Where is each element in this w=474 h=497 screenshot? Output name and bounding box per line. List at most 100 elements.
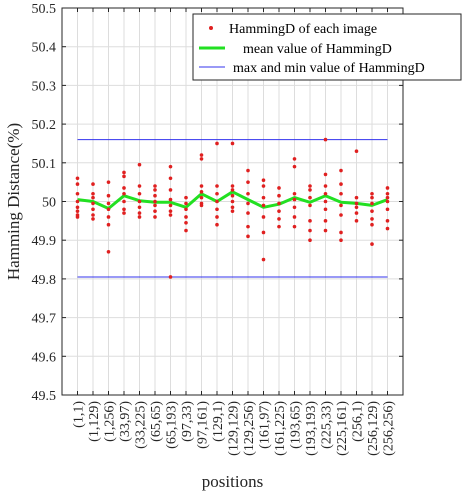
data-point xyxy=(385,186,390,190)
data-point xyxy=(106,250,111,254)
data-point xyxy=(75,176,80,181)
data-point xyxy=(339,182,343,186)
data-point xyxy=(292,191,297,196)
data-point xyxy=(106,215,111,219)
data-point xyxy=(277,209,281,213)
data-point xyxy=(246,168,250,173)
data-point xyxy=(184,201,188,206)
data-point xyxy=(308,219,312,223)
data-point xyxy=(153,203,157,208)
y-tick-label: 49.6 xyxy=(32,350,57,365)
mean-line-layer xyxy=(77,190,389,210)
data-point xyxy=(370,209,374,213)
data-point xyxy=(122,211,126,215)
data-point xyxy=(339,213,343,217)
data-point xyxy=(323,199,328,204)
data-point xyxy=(137,162,142,167)
data-point xyxy=(137,205,142,210)
data-point xyxy=(354,195,359,200)
data-point xyxy=(75,215,80,219)
data-point xyxy=(230,184,235,188)
data-point xyxy=(323,228,328,233)
data-point xyxy=(308,188,312,192)
data-point xyxy=(75,199,80,204)
legend-label-points: HammingD of each image xyxy=(229,22,377,37)
data-point xyxy=(370,242,374,246)
x-tick-label: (65,65) xyxy=(149,401,164,442)
data-point xyxy=(168,164,173,169)
data-point xyxy=(370,201,374,206)
data-point xyxy=(137,211,142,215)
data-point xyxy=(339,191,343,196)
legend-entry-points: HammingD of each image xyxy=(209,22,377,37)
data-point xyxy=(277,193,281,198)
data-point xyxy=(106,201,111,206)
data-point xyxy=(199,203,204,208)
data-point xyxy=(246,180,250,184)
data-point xyxy=(385,219,390,223)
data-point xyxy=(308,195,312,200)
x-tick-label: (225,161) xyxy=(335,401,350,456)
data-point xyxy=(199,157,204,161)
y-axis-label: Hamming Distance(%) xyxy=(4,123,23,280)
data-point xyxy=(385,195,390,200)
data-point xyxy=(230,188,235,192)
y-tick-label: 50.1 xyxy=(32,157,57,172)
data-point xyxy=(168,176,173,181)
data-point xyxy=(137,184,142,188)
data-point xyxy=(308,184,312,188)
data-point xyxy=(199,153,204,157)
data-point xyxy=(215,141,219,146)
data-point xyxy=(246,234,250,239)
data-point xyxy=(385,226,390,231)
x-tick-label: (225,33) xyxy=(320,401,335,449)
data-point xyxy=(199,195,204,200)
data-point xyxy=(339,203,343,208)
data-point xyxy=(323,137,328,142)
data-point xyxy=(75,205,80,210)
y-tick-label: 49.5 xyxy=(32,389,57,404)
data-point xyxy=(292,157,297,161)
data-point xyxy=(308,228,312,233)
x-tick-label: (1,1) xyxy=(72,401,87,428)
data-point xyxy=(184,228,188,233)
legend: HammingD of each image mean value of Ham… xyxy=(192,13,462,81)
data-point xyxy=(168,213,173,217)
data-point xyxy=(122,207,126,212)
data-point xyxy=(354,219,359,223)
data-point xyxy=(75,182,80,186)
data-point xyxy=(246,224,250,229)
y-tick-label: 49.7 xyxy=(32,312,57,327)
data-point xyxy=(385,191,390,196)
data-point xyxy=(137,199,142,204)
data-point xyxy=(246,211,250,215)
data-point xyxy=(75,209,80,213)
data-point xyxy=(230,205,235,210)
x-tick-label: (129,129) xyxy=(227,401,242,456)
data-point xyxy=(339,230,343,235)
y-tick-label: 50.5 xyxy=(32,2,57,17)
data-point xyxy=(230,209,235,213)
data-point xyxy=(370,222,374,227)
data-point xyxy=(122,199,126,204)
data-point xyxy=(153,209,157,213)
data-point xyxy=(354,149,359,153)
legend-label-maxmin: max and min value of HammingD xyxy=(233,61,425,76)
x-tick-label: (193,65) xyxy=(289,401,304,449)
y-tick-label: 50.3 xyxy=(32,79,57,94)
data-point xyxy=(122,191,126,196)
data-point xyxy=(261,178,266,183)
data-point xyxy=(153,215,157,219)
x-tick-label: (97,33) xyxy=(180,401,195,442)
x-axis-label: positions xyxy=(202,472,263,491)
data-point xyxy=(261,184,266,188)
data-point xyxy=(261,230,266,235)
data-point xyxy=(199,184,204,188)
x-tick-label: (161,97) xyxy=(258,401,273,449)
data-point xyxy=(75,191,80,196)
data-point xyxy=(215,207,219,212)
data-point xyxy=(277,201,281,206)
data-point xyxy=(215,222,219,227)
data-point xyxy=(91,213,95,217)
